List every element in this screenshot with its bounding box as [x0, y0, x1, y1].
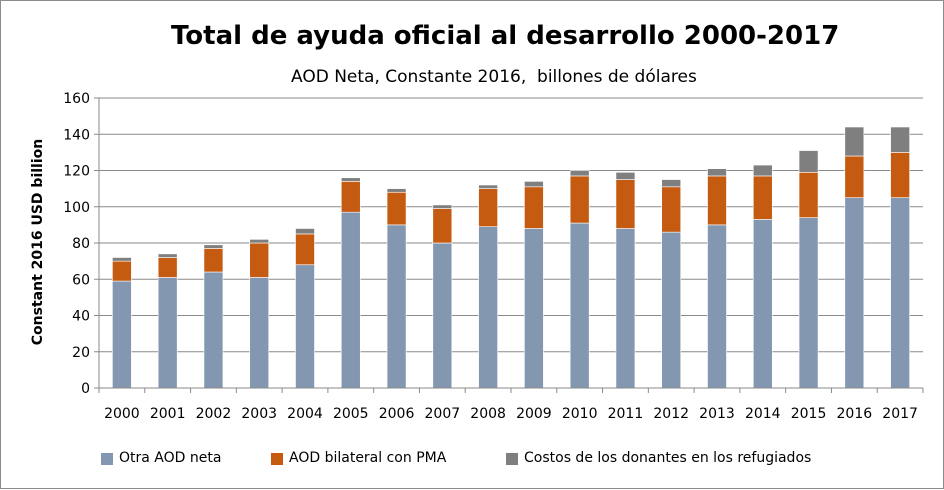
bar-segment-2	[569, 175, 590, 224]
bar-segment-2	[844, 155, 865, 198]
y-tick-label: 100	[63, 200, 90, 216]
bar-segment-3	[340, 177, 361, 182]
bar-segment-1	[752, 219, 773, 389]
bar-segment-3	[615, 172, 636, 180]
bar-segment-1	[295, 264, 315, 389]
bar-segment-1	[249, 277, 270, 389]
y-tick-label: 80	[72, 236, 90, 252]
legend-label: Costos de los donantes en los refugiados	[524, 450, 812, 466]
y-tick-label: 0	[81, 381, 90, 397]
x-tick-label: 2014	[745, 406, 781, 422]
bar-segment-3	[157, 253, 178, 258]
x-tick-label: 2000	[104, 406, 140, 422]
bar-segment-3	[249, 239, 270, 244]
bar-segment-2	[661, 186, 682, 233]
tick-labels: 0 20 40 60 80 100 120 140 160 2000 2001 2002 2003 200…	[63, 91, 918, 422]
bar-segment-2	[798, 172, 819, 218]
x-tick-label: 2003	[241, 406, 277, 422]
bar-segment-1	[386, 224, 407, 389]
x-tick-label: 2004	[287, 406, 323, 422]
legend-label: Otra AOD neta	[119, 450, 222, 466]
legend-label: AOD bilateral con PMA	[289, 450, 447, 466]
gridlines	[99, 97, 923, 353]
y-axis-label: Constant 2016 USD billion	[30, 139, 46, 345]
y-tick-label: 120	[63, 164, 90, 180]
bar-segment-2	[752, 175, 773, 220]
bar-segment-2	[524, 186, 544, 229]
bar-segment-2	[340, 181, 361, 213]
bar-segment-2	[203, 248, 224, 273]
bar-segment-3	[890, 126, 910, 153]
chart-title: Total de ayuda oficial al desarrollo 200…	[171, 21, 840, 51]
bar-segment-2	[615, 179, 636, 229]
bar-segment-2	[112, 260, 132, 282]
x-tick-label: 2009	[516, 406, 552, 422]
bar-segment-1	[157, 277, 178, 389]
x-tick-label: 2017	[882, 406, 918, 422]
y-tick-label: 140	[63, 127, 90, 143]
bar-segment-3	[661, 179, 682, 188]
bar-segment-1	[478, 226, 498, 389]
bar-segment-1	[569, 222, 590, 389]
bar-segment-2	[249, 242, 270, 278]
legend-swatch	[271, 453, 283, 465]
x-tick-label: 2001	[150, 406, 186, 422]
bar-segment-1	[798, 217, 819, 389]
x-tick-label: 2002	[196, 406, 232, 422]
y-tick-label: 20	[72, 345, 90, 361]
x-tick-label: 2011	[608, 406, 644, 422]
bar-segment-2	[478, 188, 498, 227]
bar-segment-1	[340, 211, 361, 389]
bar-segment-2	[157, 257, 178, 278]
bar-segment-2	[386, 191, 407, 226]
x-tick-label: 2006	[379, 406, 415, 422]
bars	[112, 126, 910, 389]
x-tick-label: 2015	[791, 406, 827, 422]
x-tick-label: 2005	[333, 406, 369, 422]
bar-segment-1	[112, 280, 132, 389]
chart-subtitle: AOD Neta, Constante 2016, billones de dó…	[291, 67, 697, 87]
bar-segment-3	[844, 126, 865, 157]
bar-segment-2	[707, 175, 727, 226]
x-tick-label: 2012	[653, 406, 689, 422]
bar-segment-3	[112, 257, 132, 262]
x-tick-label: 2016	[837, 406, 873, 422]
x-tick-label: 2010	[562, 406, 598, 422]
bar-segment-1	[844, 197, 865, 389]
bar-segment-1	[203, 271, 224, 389]
bar-segment-3	[524, 181, 544, 188]
bar-segment-1	[524, 228, 544, 389]
bar-segment-2	[295, 233, 315, 266]
legend-swatch	[101, 453, 113, 465]
x-tick-label: 2007	[425, 406, 461, 422]
bar-segment-3	[752, 164, 773, 177]
bar-segment-3	[432, 204, 453, 209]
bar-segment-3	[569, 170, 590, 177]
y-tick-label: 160	[63, 91, 90, 107]
bar-segment-1	[890, 197, 910, 389]
bar-segment-3	[295, 228, 315, 235]
bar-segment-3	[478, 184, 498, 189]
bar-segment-2	[432, 208, 453, 244]
bar-segment-2	[890, 152, 910, 198]
x-tick-label: 2008	[470, 406, 506, 422]
bar-segment-1	[615, 228, 636, 389]
bar-segment-1	[661, 231, 682, 389]
y-tick-label: 40	[72, 309, 90, 325]
legend-swatch	[506, 453, 518, 465]
bar-segment-3	[386, 188, 407, 193]
bar-segment-3	[203, 244, 224, 249]
bar-segment-3	[798, 150, 819, 173]
bar-segment-1	[432, 242, 453, 389]
bar-segment-3	[707, 168, 727, 177]
bar-segment-1	[707, 224, 727, 389]
x-tick-label: 2013	[699, 406, 735, 422]
y-tick-label: 60	[72, 272, 90, 288]
axes	[94, 97, 924, 393]
